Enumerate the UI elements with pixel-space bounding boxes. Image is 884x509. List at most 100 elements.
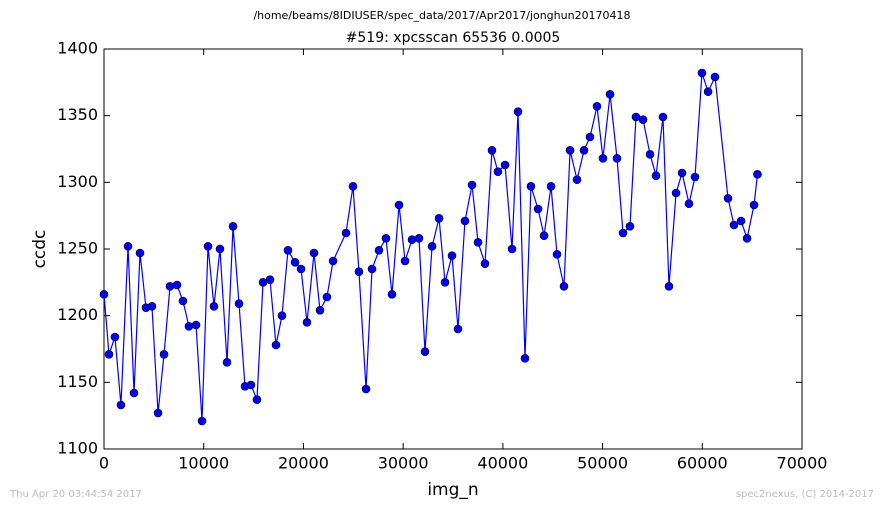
point xyxy=(302,318,312,327)
point xyxy=(116,400,126,410)
point xyxy=(664,282,674,291)
point xyxy=(283,246,293,255)
point xyxy=(427,242,437,251)
point xyxy=(172,280,182,290)
point xyxy=(453,324,463,334)
point xyxy=(493,167,503,176)
y-tick-label: 1400 xyxy=(57,39,98,58)
x-tick-label: 10000 xyxy=(178,454,229,473)
x-tick-label: 60000 xyxy=(677,454,728,473)
point xyxy=(572,175,582,184)
point xyxy=(381,234,391,243)
point xyxy=(387,290,397,299)
point xyxy=(579,146,589,155)
point xyxy=(420,347,430,356)
point xyxy=(277,311,287,320)
point xyxy=(203,242,213,251)
chart-title: #519: xpcsscan 65536 0.0005 xyxy=(346,30,561,46)
point xyxy=(742,234,752,243)
point xyxy=(315,306,325,315)
y-tick-label: 1250 xyxy=(57,239,98,258)
point xyxy=(374,246,384,255)
point xyxy=(473,238,483,247)
point xyxy=(414,234,424,243)
point xyxy=(215,244,225,254)
point xyxy=(165,282,175,291)
point xyxy=(723,194,733,203)
point xyxy=(447,251,457,260)
point xyxy=(526,182,536,191)
point xyxy=(539,231,549,240)
footer-left: Thu Apr 20 03:44:54 2017 xyxy=(9,489,142,500)
point xyxy=(703,87,713,96)
y-axis-label: ccdc xyxy=(30,230,50,269)
y-tick-label: 1200 xyxy=(57,305,98,324)
y-tick-label: 1300 xyxy=(57,172,98,191)
point xyxy=(618,228,628,238)
point xyxy=(651,171,661,180)
point xyxy=(710,72,720,82)
point xyxy=(265,275,275,284)
x-tick-label: 0 xyxy=(99,454,109,473)
point xyxy=(500,160,510,170)
point xyxy=(677,168,687,178)
point xyxy=(753,170,762,179)
point xyxy=(565,146,575,155)
point xyxy=(309,248,319,258)
point xyxy=(129,388,139,398)
point xyxy=(480,259,490,268)
x-tick-label: 70000 xyxy=(777,454,828,473)
point xyxy=(612,154,622,163)
point xyxy=(400,256,410,266)
x-tick-label: 20000 xyxy=(278,454,329,473)
point xyxy=(348,182,358,191)
point xyxy=(178,296,188,306)
point xyxy=(159,350,169,359)
y-tick-label: 1100 xyxy=(57,439,98,458)
point xyxy=(749,200,759,210)
point xyxy=(252,395,262,404)
point xyxy=(460,216,470,226)
point xyxy=(234,299,244,308)
x-tick-label: 30000 xyxy=(378,454,429,473)
x-axis-label: img_n xyxy=(427,480,478,500)
point xyxy=(684,199,694,208)
point xyxy=(246,380,256,390)
point xyxy=(598,154,608,163)
point xyxy=(625,222,635,231)
point xyxy=(658,112,668,122)
point xyxy=(552,250,562,259)
point xyxy=(645,150,655,159)
x-tick-label: 40000 xyxy=(477,454,528,473)
y-tick-label: 1350 xyxy=(57,105,98,124)
point xyxy=(361,384,371,394)
point xyxy=(434,214,444,223)
point xyxy=(467,180,477,190)
point xyxy=(153,408,163,418)
point xyxy=(228,222,238,231)
point xyxy=(290,258,300,267)
point xyxy=(209,302,219,311)
point xyxy=(736,216,746,226)
point xyxy=(184,322,194,331)
point xyxy=(407,235,417,244)
point xyxy=(487,146,497,155)
point xyxy=(605,90,615,99)
point xyxy=(513,107,523,116)
point xyxy=(690,172,700,182)
point xyxy=(147,302,157,311)
suptitle: /home/beams/8IDIUSER/spec_data/2017/Apr2… xyxy=(253,9,630,22)
point xyxy=(671,188,681,198)
point xyxy=(341,228,351,238)
point xyxy=(271,340,281,350)
point xyxy=(135,248,145,258)
point xyxy=(191,320,201,330)
point xyxy=(559,282,569,291)
x-tick-label: 50000 xyxy=(577,454,628,473)
point xyxy=(440,278,450,287)
point xyxy=(367,264,377,274)
point xyxy=(546,182,556,191)
point xyxy=(394,200,404,210)
